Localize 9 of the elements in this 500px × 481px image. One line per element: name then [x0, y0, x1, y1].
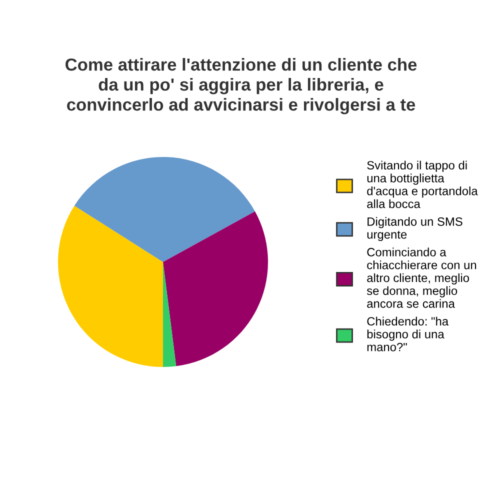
legend-label: Digitando un SMS urgente — [367, 217, 462, 242]
pie-slice — [163, 262, 176, 367]
pie-slice — [163, 211, 268, 366]
pie-slice — [58, 206, 163, 367]
legend-label: Cominciando a chiacchierare con un altro cliente, meglio se donna, meglio ancora se carina — [366, 248, 476, 308]
pie-slice — [74, 157, 256, 262]
chart-title: Come attirare l'attenzione di un cliente che da un po' si aggira per la libreria, e convincerlo ad avvicinarsi e rivolgersi a te — [66, 58, 417, 114]
legend-label: Svitando il tappo di una bottiglietta d'acqua e portandola alla bocca — [367, 160, 478, 208]
legend-label: Chiedendo: "ha bisogno di una mano?" — [367, 316, 449, 352]
